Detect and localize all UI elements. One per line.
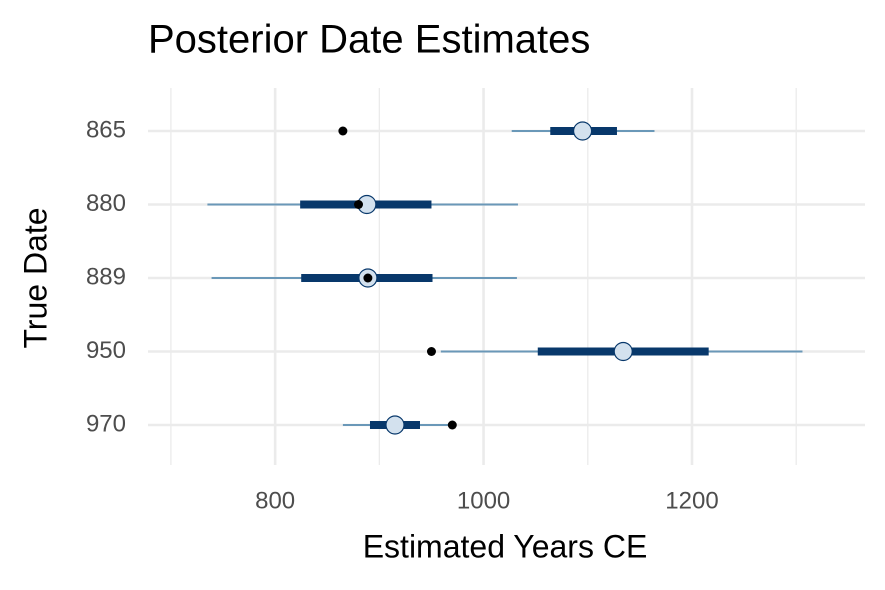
true-date-point bbox=[447, 420, 457, 430]
x-tick-label: 800 bbox=[255, 487, 295, 514]
x-tick-label: 1200 bbox=[665, 487, 718, 514]
y-tick-label: 865 bbox=[86, 116, 126, 143]
median-point bbox=[613, 341, 633, 362]
true-date-point bbox=[426, 347, 436, 356]
y-axis-title: True Date bbox=[17, 207, 53, 348]
true-date-point bbox=[354, 200, 364, 209]
y-tick-label: 950 bbox=[86, 337, 126, 364]
y-tick-label: 889 bbox=[86, 263, 126, 290]
true-date-point bbox=[363, 273, 373, 283]
x-tick-label: 1000 bbox=[457, 487, 510, 514]
median-point bbox=[385, 415, 405, 435]
y-tick-label: 970 bbox=[86, 410, 126, 437]
x-axis-title: Estimated Years CE bbox=[363, 528, 648, 564]
true-date-point bbox=[338, 126, 348, 136]
y-tick-label: 880 bbox=[86, 190, 126, 217]
chart-title: Posterior Date Estimates bbox=[148, 18, 590, 62]
median-point bbox=[572, 121, 593, 141]
